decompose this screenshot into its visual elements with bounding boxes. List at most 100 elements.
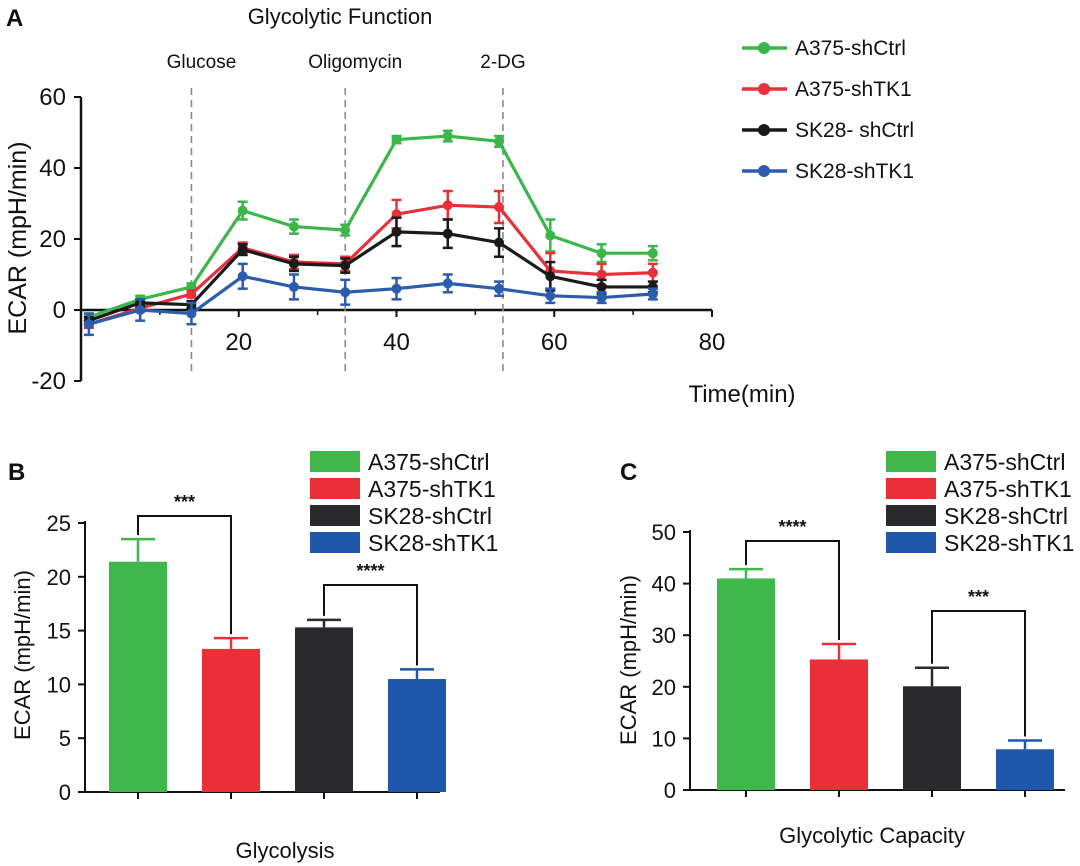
chart-a-title: Glycolytic Function — [248, 4, 433, 29]
chart-c-significance-label: **** — [778, 517, 806, 537]
chart-a-point — [442, 200, 453, 211]
chart-b-significance-bracket — [137, 515, 232, 635]
chart-a-series-line-a375-shtk1 — [88, 203, 653, 326]
chart-a-series-line-a375-shctrl — [88, 134, 653, 319]
chart-c-legend-swatch — [886, 505, 936, 526]
chart-a-legend-label: SK28-shTK1 — [795, 160, 914, 183]
chart-a-xlabel: Time(min) — [688, 381, 795, 408]
chart-c-bar-sk28-shctrl — [903, 686, 961, 790]
chart-c-legend-label: SK28-shTK1 — [944, 530, 1074, 556]
chart-b-legend-label: A375-shCtrl — [368, 449, 489, 475]
chart-a-legend-marker — [758, 124, 770, 136]
chart-a-treatment-label: Oligomycin — [308, 52, 402, 73]
chart-a-point — [545, 271, 556, 282]
chart-a-ytick-label: 60 — [39, 84, 66, 111]
chart-a-point — [340, 260, 351, 271]
chart-a-point — [340, 287, 351, 298]
chart-b-bar-a375-shtk1 — [202, 648, 260, 792]
chart-a-point — [545, 290, 556, 301]
chart-a-point — [186, 308, 197, 319]
chart-a-legend-marker — [758, 83, 770, 95]
chart-a-legend-label: A375-shCtrl — [795, 37, 906, 60]
chart-c-legend-swatch — [886, 451, 936, 472]
chart-a-series-line-sk28-shtk1 — [88, 274, 653, 326]
chart-c-ytick-label: 30 — [652, 623, 676, 648]
chart-a-point — [442, 278, 453, 289]
panel-letter-b: B — [8, 459, 25, 486]
chart-a-point — [596, 248, 607, 259]
chart-a-point — [494, 283, 505, 294]
chart-b-bar-a375-shctrl — [109, 561, 167, 792]
chart-a-xtick-label: 20 — [225, 329, 252, 356]
panel-letter-c: C — [620, 459, 637, 486]
chart-c-legend-swatch — [886, 532, 936, 553]
chart-b-legend-label: A375-shTK1 — [368, 476, 496, 502]
chart-a-point — [288, 221, 299, 232]
chart-a-legend-label: SK28- shCtrl — [795, 119, 914, 142]
chart-b-ytick-label: 0 — [59, 780, 71, 805]
chart-b-legend-label: SK28-shTK1 — [368, 530, 498, 556]
chart-a-point — [596, 292, 607, 303]
chart-a-line: 60 40 20 0 -20 20 40 60 80 Glucose Oligomycin 2-DG A… — [31, 37, 914, 395]
chart-c-ytick-label: 50 — [652, 520, 676, 545]
chart-a-point — [442, 131, 453, 142]
chart-c-ytick-label: 20 — [652, 675, 676, 700]
chart-b-legend-swatch — [310, 451, 360, 472]
chart-b-legend-swatch — [310, 478, 360, 499]
chart-c-significance-bracket — [745, 540, 840, 640]
chart-a-legend-marker — [758, 42, 770, 54]
chart-b-ytick-label: 20 — [47, 565, 71, 590]
chart-a-point — [545, 230, 556, 241]
chart-a-point — [391, 226, 402, 237]
chart-a-point — [186, 289, 197, 300]
chart-a-point — [237, 271, 248, 282]
chart-c-xlabel: Glycolytic Capacity — [779, 823, 965, 848]
chart-b-ylabel: ECAR (mpH/min) — [10, 570, 35, 740]
chart-c-ytick-label: 0 — [664, 778, 676, 803]
chart-b-ytick-label: 5 — [59, 726, 71, 751]
chart-a-point — [391, 283, 402, 294]
chart-a-point — [647, 248, 658, 259]
chart-b-xlabel: Glycolysis — [235, 838, 334, 863]
chart-a-point — [83, 319, 94, 330]
chart-a-series-line-sk28-shctrl — [88, 230, 653, 323]
chart-b-legend-label: SK28-shCtrl — [368, 503, 492, 529]
chart-a-ytick-label: 0 — [53, 297, 66, 324]
chart-b-significance-bracket — [323, 584, 418, 666]
chart-b-bar-sk28-shtk1 — [388, 679, 446, 792]
chart-a-ylabel: ECAR (mpH/min) — [4, 141, 32, 334]
chart-c-bar-a375-shtk1 — [810, 659, 868, 790]
panel-letter-a: A — [6, 5, 23, 32]
chart-b-bar: 2520151050*******A375-shCtrlA375-shTK1SK… — [47, 449, 499, 805]
chart-a-treatment-label: 2-DG — [480, 52, 525, 73]
chart-c-legend-swatch — [886, 478, 936, 499]
chart-b-significance-label: **** — [356, 561, 384, 581]
chart-a-ytick-label: 40 — [39, 155, 66, 182]
chart-b-ytick-label: 10 — [47, 672, 71, 697]
chart-a-treatment-label: Glucose — [167, 52, 237, 73]
chart-a-point — [494, 136, 505, 147]
chart-c-legend-label: A375-shCtrl — [944, 449, 1065, 475]
chart-a-point — [237, 205, 248, 216]
chart-b-legend-swatch — [310, 505, 360, 526]
chart-b-bar-sk28-shctrl — [295, 627, 353, 792]
chart-c-legend-label: SK28-shCtrl — [944, 503, 1068, 529]
chart-a-legend-marker — [758, 165, 770, 177]
chart-c-bar-a375-shctrl — [717, 578, 775, 790]
chart-a-point — [391, 134, 402, 145]
chart-b-legend-swatch — [310, 532, 360, 553]
chart-a-xtick-label: 60 — [541, 329, 568, 356]
chart-a-point — [442, 228, 453, 239]
chart-a-point — [288, 281, 299, 292]
chart-a-ytick-label: -20 — [31, 368, 66, 395]
chart-c-significance-bracket — [931, 610, 1026, 737]
chart-c-legend-label: A375-shTK1 — [944, 476, 1072, 502]
chart-c-ylabel: ECAR (mpH/min) — [616, 575, 641, 745]
chart-a-point — [647, 289, 658, 300]
chart-a-point — [596, 269, 607, 280]
chart-a-point — [494, 237, 505, 248]
chart-c-ytick-label: 40 — [652, 572, 676, 597]
chart-a-xtick-label: 40 — [383, 329, 410, 356]
chart-b-ytick-label: 25 — [47, 511, 71, 536]
